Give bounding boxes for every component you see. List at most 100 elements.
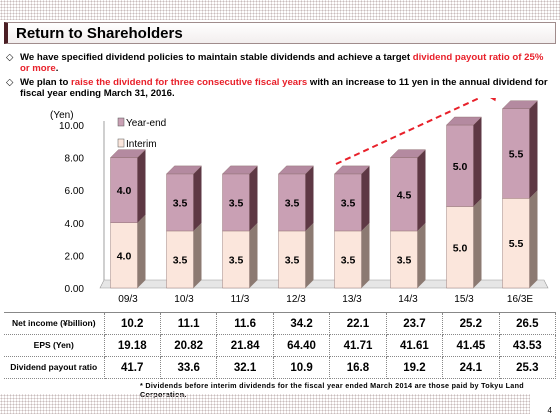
- data-label-interim: 3.5: [341, 254, 356, 266]
- table-cell: 34.2: [273, 312, 331, 335]
- legend-label-year-end: Year-end: [126, 118, 166, 129]
- x-tick-label: 14/3: [398, 294, 418, 305]
- table-cell: 19.2: [386, 356, 444, 379]
- data-label-interim: 5.5: [509, 238, 524, 250]
- financial-table: Net income (¥billion) 10.2 11.1 11.6 34.2 22.…: [4, 312, 557, 379]
- table-cell: 24.1: [442, 356, 500, 379]
- table-cell: 41.7: [104, 356, 161, 379]
- trend-arrow-head: [483, 98, 498, 102]
- bar-top: [222, 165, 258, 175]
- row-label: Dividend payout ratio: [4, 356, 105, 379]
- table-cell: 11.1: [160, 312, 218, 335]
- bar-interim: [278, 230, 306, 289]
- table-cell: 43.53: [499, 334, 557, 357]
- bar-interim-side: [529, 190, 538, 288]
- table-cell: 23.7: [386, 312, 444, 335]
- row-label: Net income (¥billion): [4, 312, 105, 335]
- table-row: EPS (Yen) 19.18 20.82 21.84 64.40 41.71 41.61 4…: [4, 334, 557, 357]
- x-tick-label: 09/3: [118, 294, 138, 305]
- bullet-text: with an increase to 11 yen in the annual…: [20, 77, 548, 99]
- bar-top: [110, 149, 146, 158]
- data-label-interim: 3.5: [173, 254, 188, 266]
- dividend-chart: 0.00 2.00 4.00 6.00 8.00 10.00(Yen) 4.0 4.0 09/3…: [50, 98, 549, 305]
- trend-arrow-line: [335, 98, 482, 165]
- bullet-text: We plan to: [20, 77, 71, 88]
- bar-year-end: [334, 173, 362, 232]
- bar-interim: [502, 198, 530, 289]
- table-row: Dividend payout ratio 41.7 33.6 32.1 10.9 16.…: [4, 356, 557, 379]
- data-label-interim: 3.5: [229, 254, 244, 266]
- bar-interim-side: [473, 198, 482, 288]
- top-decoration: [0, 0, 560, 20]
- table-cell: 41.71: [329, 334, 387, 357]
- bar-year-end-side: [417, 149, 426, 231]
- bar-year-end: [390, 157, 418, 232]
- bar-year-end-side: [361, 165, 370, 231]
- y-tick-label: 8.00: [65, 154, 85, 165]
- table-cell: 21.84: [216, 334, 274, 357]
- table-cell: 10.9: [273, 356, 331, 379]
- table-cell: 16.8: [329, 356, 387, 379]
- bar-interim-side: [361, 222, 370, 288]
- legend-swatch-interim: [117, 138, 125, 148]
- y-tick-label: 2.00: [65, 251, 85, 262]
- data-label-year-end: 5.0: [453, 161, 468, 173]
- bar-interim-side: [305, 222, 314, 288]
- page-title: Return to Shareholders: [16, 25, 183, 42]
- bar-interim-side: [417, 222, 426, 288]
- diamond-bullet-icon: ◇: [6, 52, 14, 63]
- table-cell: 41.61: [386, 334, 444, 357]
- bar-year-end-side: [249, 165, 258, 231]
- data-label-interim: 5.0: [453, 242, 468, 254]
- bar-top: [446, 116, 482, 126]
- table-cell: 41.45: [442, 334, 500, 357]
- bar-year-end-side: [305, 165, 314, 231]
- y-tick-label: 10.00: [59, 121, 84, 132]
- bar-interim: [334, 230, 362, 289]
- y-axis-label: (Yen): [50, 110, 74, 121]
- data-label-year-end: 3.5: [341, 197, 356, 209]
- table-cell: 19.18: [104, 334, 161, 357]
- bar-interim: [110, 222, 138, 289]
- data-label-year-end: 3.5: [229, 197, 244, 209]
- bar-year-end-side: [529, 100, 538, 199]
- data-label-interim: 3.5: [285, 254, 300, 266]
- y-tick-label: 6.00: [65, 186, 85, 197]
- x-tick-label: 10/3: [174, 294, 194, 305]
- bar-year-end: [446, 124, 474, 207]
- bullet-highlight: raise the dividend for three consecutive…: [71, 77, 308, 88]
- bar-top: [390, 149, 426, 158]
- table-cell: 26.5: [499, 312, 557, 335]
- table-cell: 25.3: [499, 356, 557, 379]
- data-label-year-end: 5.5: [509, 149, 524, 161]
- bar-year-end: [110, 157, 138, 223]
- bar-interim: [222, 230, 250, 289]
- table-cell: 33.6: [160, 356, 218, 379]
- bar-top: [502, 100, 538, 109]
- y-tick-label: 0.00: [65, 284, 85, 295]
- bullet-item: ◇ We have specified dividend policies to…: [6, 52, 554, 74]
- data-label-year-end: 3.5: [285, 197, 300, 209]
- data-label-year-end: 3.5: [173, 197, 188, 209]
- data-label-interim: 4.0: [117, 250, 132, 262]
- x-tick-label: 11/3: [231, 294, 250, 305]
- bullet-list: ◇ We have specified dividend policies to…: [6, 52, 554, 102]
- page-number: 4: [547, 406, 552, 415]
- diamond-bullet-icon: ◇: [6, 77, 14, 88]
- y-tick-label: 4.00: [65, 219, 85, 230]
- bar-year-end-side: [193, 165, 202, 231]
- table-cell: 10.2: [104, 312, 161, 335]
- table-cell: 11.6: [216, 312, 274, 335]
- bullet-text: We have specified dividend policies to m…: [20, 52, 413, 63]
- bar-interim-side: [137, 214, 146, 288]
- bottom-decoration: [0, 394, 530, 414]
- data-label-interim: 3.5: [397, 254, 412, 266]
- table-cell: 64.40: [273, 334, 331, 357]
- bar-year-end: [222, 173, 250, 232]
- bar-year-end-side: [473, 117, 482, 207]
- bar-top: [166, 165, 202, 175]
- table-cell: 22.1: [329, 312, 387, 335]
- x-tick-label: 12/3: [286, 294, 306, 305]
- bar-interim-side: [249, 222, 258, 288]
- bullet-text: .: [55, 63, 59, 74]
